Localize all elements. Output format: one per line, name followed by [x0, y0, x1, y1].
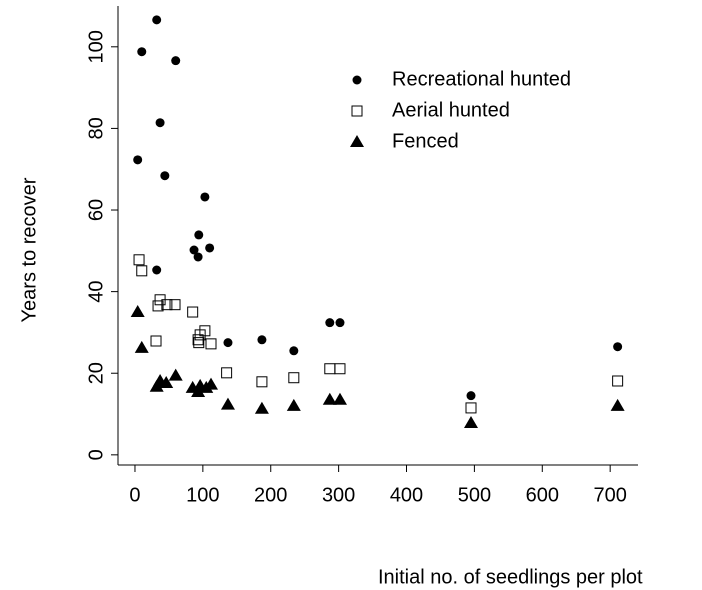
point — [134, 340, 149, 353]
point — [205, 243, 215, 253]
point — [325, 318, 335, 328]
point — [254, 401, 269, 414]
y-tick-label: 40 — [85, 281, 107, 303]
x-tick-label: 500 — [458, 484, 491, 506]
point — [159, 376, 174, 389]
point — [257, 335, 267, 345]
point — [133, 155, 143, 165]
legend-marker — [352, 75, 362, 85]
point — [171, 56, 181, 66]
legend-marker — [350, 135, 364, 147]
point — [613, 342, 623, 352]
point — [191, 385, 206, 398]
point — [223, 338, 233, 348]
point — [168, 368, 183, 381]
x-axis-label: Initial no. of seedlings per plot — [378, 566, 643, 588]
point — [189, 245, 199, 255]
y-tick-label: 80 — [85, 117, 107, 139]
legend-marker — [351, 105, 363, 117]
x-tick-label: 100 — [186, 484, 219, 506]
point — [288, 372, 300, 384]
point — [610, 398, 625, 411]
point — [152, 300, 164, 312]
point — [464, 416, 479, 429]
point — [286, 398, 301, 411]
point — [169, 299, 181, 311]
legend-label: Fenced — [392, 130, 459, 152]
x-tick-label: 200 — [254, 484, 287, 506]
point — [133, 254, 145, 266]
point — [324, 363, 336, 375]
y-axis-label: Years to recover — [18, 177, 40, 322]
point — [150, 335, 162, 347]
point — [205, 338, 217, 350]
point — [612, 375, 624, 387]
point — [160, 171, 170, 181]
point — [187, 306, 199, 318]
point — [137, 47, 147, 57]
x-tick-label: 600 — [526, 484, 559, 506]
x-tick-label: 400 — [390, 484, 423, 506]
point — [335, 318, 345, 328]
point — [256, 376, 268, 388]
legend-label: Aerial hunted — [392, 99, 510, 121]
point — [334, 363, 346, 375]
point — [193, 337, 205, 349]
point — [136, 265, 148, 277]
point — [204, 377, 219, 390]
x-tick-label: 700 — [593, 484, 626, 506]
y-tick-label: 0 — [85, 449, 107, 460]
point — [220, 397, 235, 410]
y-tick-label: 20 — [85, 362, 107, 384]
point — [152, 15, 162, 25]
point — [221, 367, 233, 379]
point — [289, 346, 299, 356]
y-tick-label: 100 — [85, 30, 107, 63]
point — [200, 192, 210, 202]
point — [130, 305, 145, 318]
point — [465, 402, 477, 414]
point — [155, 118, 165, 128]
point — [152, 265, 162, 275]
x-tick-label: 0 — [129, 484, 140, 506]
point — [332, 392, 347, 405]
point — [322, 392, 337, 405]
point — [194, 230, 204, 240]
point — [192, 334, 204, 346]
point — [193, 252, 203, 262]
point — [161, 299, 173, 311]
point — [466, 391, 476, 401]
x-tick-label: 300 — [322, 484, 355, 506]
y-tick-label: 60 — [85, 199, 107, 221]
legend-label: Recreational hunted — [392, 68, 571, 90]
